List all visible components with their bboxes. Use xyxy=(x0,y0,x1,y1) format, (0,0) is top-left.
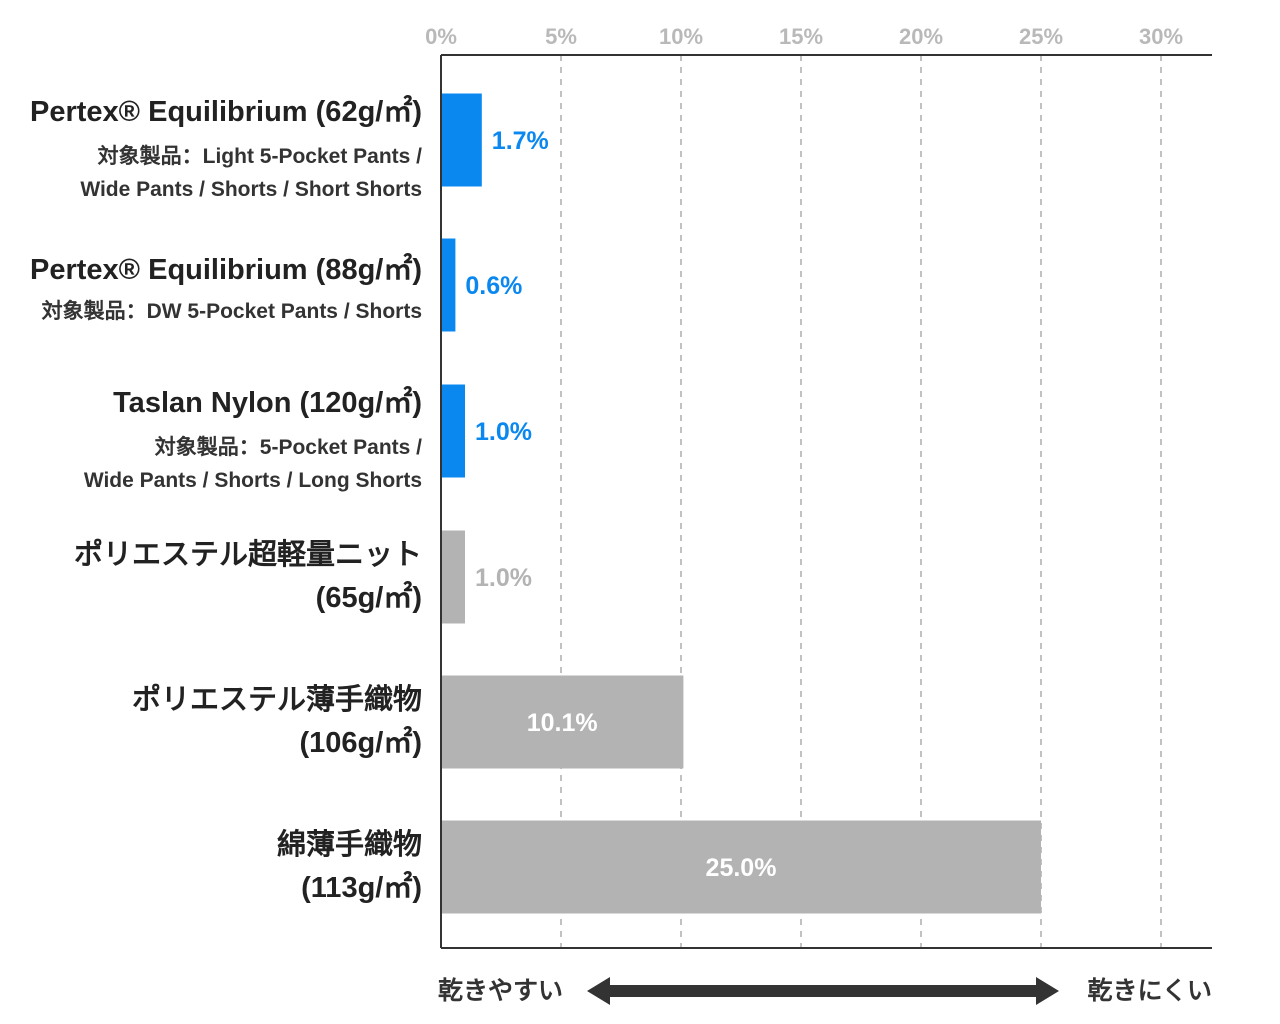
data-label: 0.6% xyxy=(465,272,522,300)
x-tick-label: 10% xyxy=(659,24,703,49)
x-tick-label: 5% xyxy=(545,24,577,49)
category-label: (65g/㎡) xyxy=(316,580,422,614)
bar xyxy=(441,93,482,187)
data-label: 10.1% xyxy=(527,709,598,737)
category-labels: Pertex® Equilibrium (62g/㎡) 対象製品：Light 5-… xyxy=(30,94,422,904)
x-tick-label: 0% xyxy=(425,24,457,49)
dryness-scale: 乾きやすい 乾きにくい xyxy=(438,976,1212,1005)
x-tick-label: 30% xyxy=(1139,24,1183,49)
category-label: 綿薄手織物 xyxy=(277,827,422,861)
category-sublabel: 対象製品：Light 5-Pocket Pants / xyxy=(98,144,423,168)
x-tick-labels: 0% 5% 10% 15% 20% 25% 30% xyxy=(425,24,1183,49)
category-sublabel: 対象製品：5-Pocket Pants / xyxy=(155,435,422,459)
category-label: (113g/㎡) xyxy=(301,870,422,904)
x-tick-label: 20% xyxy=(899,24,943,49)
x-tick-label: 25% xyxy=(1019,24,1063,49)
bar xyxy=(441,238,456,332)
category-label: Taslan Nylon (120g/㎡) xyxy=(113,385,422,419)
category-sublabel: Wide Pants / Shorts / Short Shorts xyxy=(80,178,422,201)
data-label: 1.0% xyxy=(475,564,532,592)
data-label: 25.0% xyxy=(706,854,777,882)
caption-right: 乾きにくい xyxy=(1087,976,1212,1005)
category-sublabel: Wide Pants / Shorts / Long Shorts xyxy=(84,469,422,492)
bar xyxy=(441,675,684,769)
category-label: (106g/㎡) xyxy=(300,725,422,759)
category-label: Pertex® Equilibrium (62g/㎡) xyxy=(30,94,422,128)
data-label: 1.7% xyxy=(492,127,549,155)
caption-left: 乾きやすい xyxy=(438,976,563,1005)
bar xyxy=(441,530,465,624)
axes xyxy=(440,54,1212,949)
bar xyxy=(441,820,1041,914)
category-label: ポリエステル超軽量ニット xyxy=(74,538,422,571)
category-sublabel: 対象製品：DW 5-Pocket Pants / Shorts xyxy=(42,299,422,323)
category-label: Pertex® Equilibrium (88g/㎡) xyxy=(30,252,422,286)
bar xyxy=(441,384,465,478)
category-label: ポリエステル薄手織物 xyxy=(132,683,422,716)
x-tick-label: 15% xyxy=(779,24,823,49)
double-arrow-icon xyxy=(587,977,1059,1005)
grid-lines xyxy=(560,55,1162,948)
data-label: 1.0% xyxy=(475,418,532,446)
bars: 1.7% 0.6% 1.0% 1.0% 10.1% 25.0% xyxy=(441,93,1041,914)
